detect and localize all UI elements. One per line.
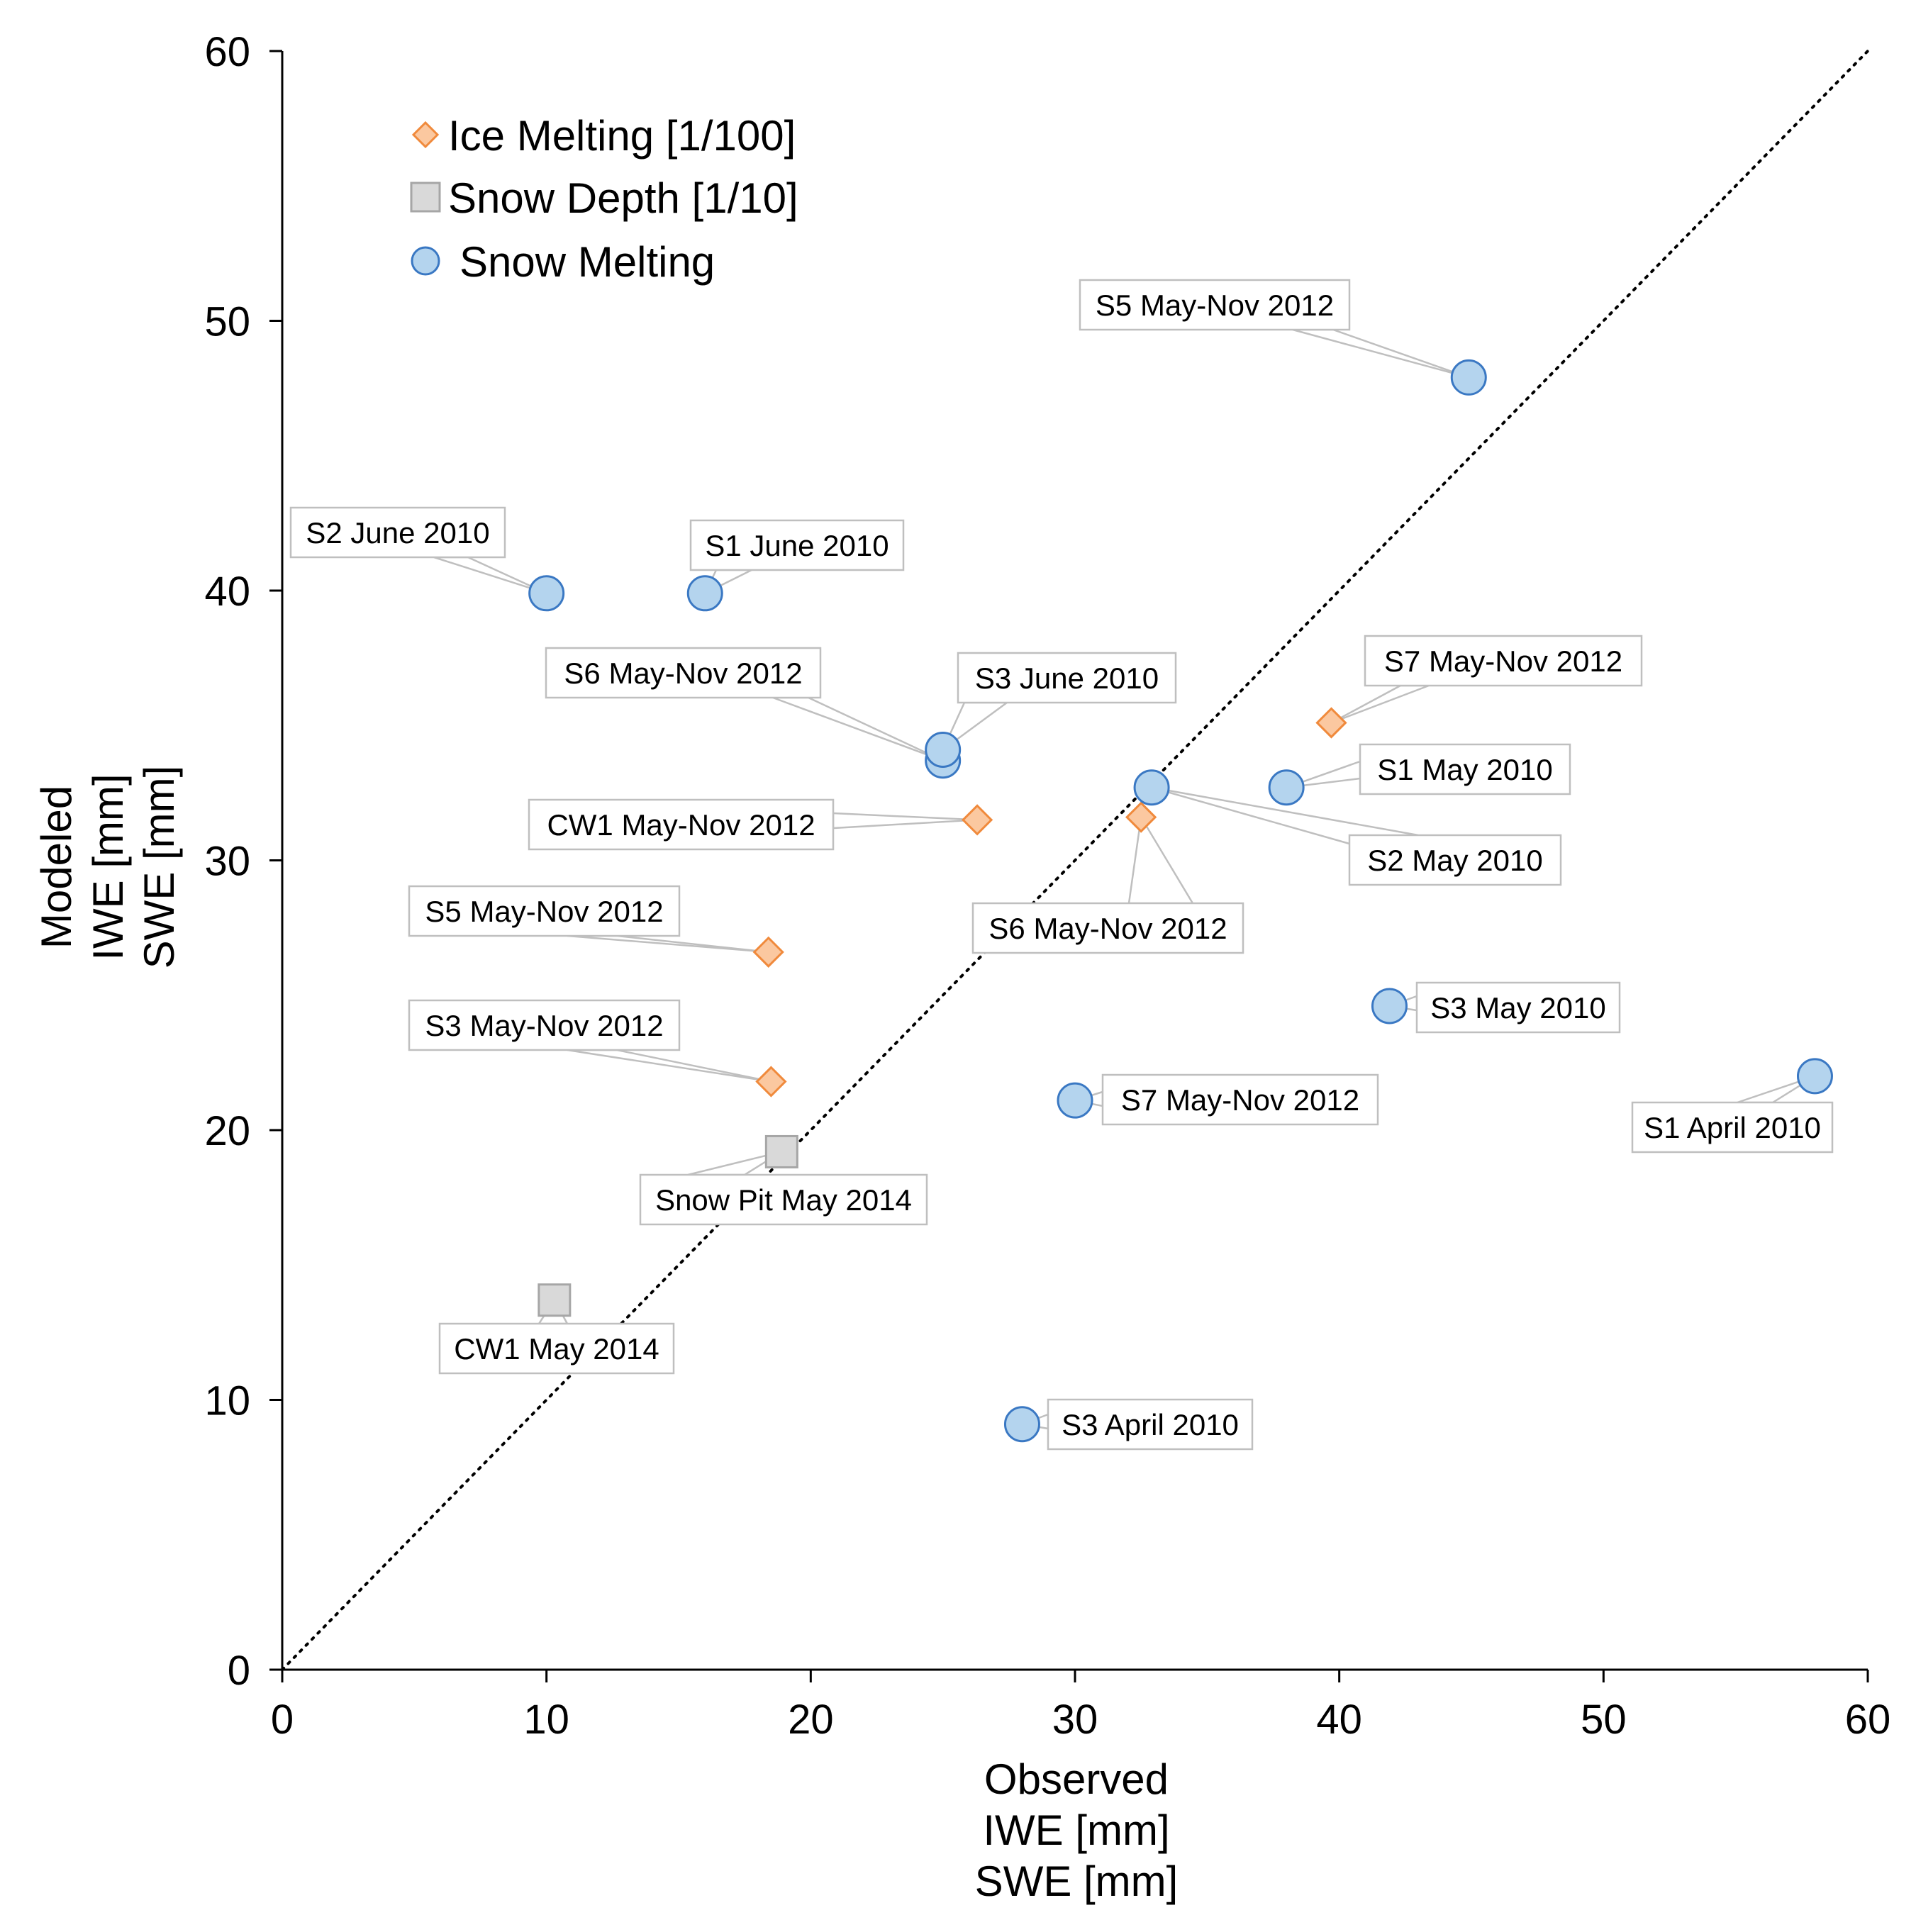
data-label: S2 June 2010 [306,516,489,549]
data-label: CW1 May-Nov 2012 [547,808,815,842]
data-point-circle [1450,359,1487,396]
x-tick-label: 40 [1316,1697,1362,1743]
callout-box [1364,635,1643,687]
y-tick-label: 30 [204,839,250,885]
callout-box [289,506,506,559]
callout-box [639,1173,928,1226]
callout-box [528,798,835,851]
callout-pointer [1292,328,1469,379]
x-tick-label: 30 [1052,1697,1098,1743]
legend-entry: Snow Melting [459,238,715,286]
data-point-diamond [1315,707,1347,739]
legend-entry: Snow Depth [1/10] [448,174,798,222]
legend-circle-icon [411,246,440,276]
data-label: S2 May 2010 [1367,844,1543,877]
data-point-circle [1268,769,1305,806]
legend-diamond-icon [411,121,440,149]
data-point-circle [1133,769,1170,806]
callout-pointer [567,1049,772,1083]
callout-box [957,652,1177,704]
data-point-diamond [961,804,993,836]
x-tick-label: 20 [788,1697,834,1743]
data-label: S3 April 2010 [1062,1408,1239,1441]
data-point-circle [686,575,723,612]
x-tick-label: 10 [523,1697,569,1743]
y-tick-label: 0 [228,1648,250,1694]
callout-box [1047,1398,1254,1451]
x-tick-label: 0 [271,1697,294,1743]
data-label: S5 May-Nov 2012 [1096,289,1334,322]
data-label: Snow Pit May 2014 [655,1183,912,1217]
data-label: S1 May 2010 [1377,753,1553,786]
callout-pointer [832,812,978,830]
y-tick-label: 60 [204,29,250,75]
callout-box [408,885,681,937]
callout-box [1359,743,1571,795]
data-point-diamond [755,1066,787,1098]
data-label: S3 May 2010 [1430,991,1606,1024]
callout-box [1079,279,1351,331]
callout-box [971,902,1244,954]
callout-box [408,999,681,1051]
legend-square-icon [410,182,441,213]
data-label: S6 May-Nov 2012 [564,657,802,690]
data-label: CW1 May 2014 [454,1332,659,1366]
callout-pointer [1330,684,1430,724]
y-axis-title: Modeled [33,786,80,949]
data-point-circle [1371,988,1408,1024]
y-tick-label: 40 [204,569,250,615]
data-label: S6 May-Nov 2012 [988,912,1227,945]
callout-pointer [772,696,944,761]
data-point-circle [1057,1082,1093,1119]
y-axis-title: SWE [mm] [135,766,183,969]
data-point-square [764,1134,798,1168]
x-axis-title: Observed [984,1755,1169,1803]
data-point-circle [925,731,962,768]
data-point-circle [1796,1058,1833,1095]
data-point-circle [1003,1406,1040,1443]
data-label: S3 June 2010 [975,661,1159,695]
callout-pointer [567,934,769,954]
x-tick-label: 50 [1581,1697,1627,1743]
y-tick-label: 10 [204,1378,250,1424]
data-label: S5 May-Nov 2012 [425,895,663,928]
y-tick-label: 50 [204,299,250,345]
x-tick-label: 60 [1845,1697,1891,1743]
callout-box [1631,1101,1834,1154]
x-axis-title: SWE [mm] [975,1858,1179,1905]
x-axis-title: IWE [mm] [983,1807,1169,1854]
callout-box [545,647,822,699]
data-point-circle [528,575,565,612]
callout-box [1348,834,1562,886]
data-label: S7 May-Nov 2012 [1121,1083,1359,1117]
data-label: S3 May-Nov 2012 [425,1009,663,1042]
y-axis-title: IWE [mm] [84,774,132,960]
data-point-square [538,1283,572,1317]
callout-box [1101,1073,1379,1126]
data-label: S7 May-Nov 2012 [1384,644,1622,678]
data-label: S1 June 2010 [705,529,889,562]
callout-box [1415,981,1621,1034]
callout-box [689,519,905,571]
data-label: S1 April 2010 [1644,1111,1821,1144]
data-point-diamond [1125,801,1157,833]
callout-box [438,1322,675,1375]
legend-entry: Ice Melting [1/100] [448,112,796,160]
y-tick-label: 20 [204,1108,250,1154]
one-to-one-line [281,50,1869,1671]
data-point-diamond [752,936,784,968]
